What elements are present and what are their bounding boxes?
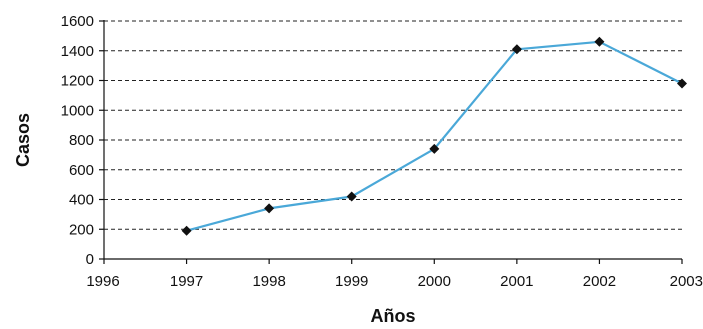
x-tick-label: 2003 xyxy=(670,273,703,290)
y-tick-label: 200 xyxy=(69,221,94,238)
data-point-marker xyxy=(346,191,357,202)
y-tick-label: 400 xyxy=(69,192,94,209)
gridlines xyxy=(104,20,682,230)
series xyxy=(181,36,687,236)
x-tick-label: 2000 xyxy=(418,273,451,290)
y-tick-label: 600 xyxy=(69,162,94,179)
y-tick-label: 1200 xyxy=(61,73,94,90)
y-axis-title: Casos xyxy=(13,113,33,167)
data-point-marker xyxy=(677,78,687,89)
data-point-marker xyxy=(181,225,192,236)
x-tick-label: 1996 xyxy=(86,273,119,290)
y-tick-label: 0 xyxy=(86,251,94,268)
x-tick-label: 2002 xyxy=(583,273,616,290)
data-point-marker xyxy=(264,203,275,214)
data-point-marker xyxy=(429,143,440,154)
y-tick-label: 1000 xyxy=(61,102,94,119)
x-axis-title: Años xyxy=(371,306,416,326)
y-tick-label: 1600 xyxy=(61,13,94,30)
ticks: 0 200 400 600 800 1000 1200 1400 1600 1996 1997 199… xyxy=(61,13,703,290)
x-tick-label: 1999 xyxy=(335,273,368,290)
series-line xyxy=(186,40,683,232)
x-tick-label: 1998 xyxy=(252,273,285,290)
y-tick-label: 1400 xyxy=(61,43,94,60)
y-tick-label: 800 xyxy=(69,132,94,149)
data-point-marker xyxy=(511,44,522,55)
data-point-marker xyxy=(594,36,605,47)
x-tick-label: 2001 xyxy=(500,273,533,290)
x-tick-label: 1997 xyxy=(170,273,203,290)
